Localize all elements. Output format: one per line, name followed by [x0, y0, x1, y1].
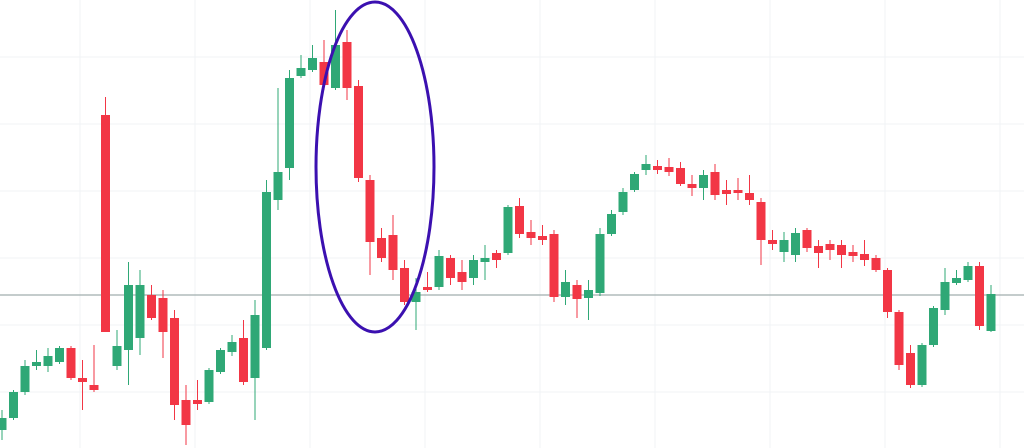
- candle-body: [584, 290, 593, 298]
- candle-body: [89, 385, 99, 390]
- candle-body: [181, 400, 191, 425]
- candle-body: [825, 244, 835, 250]
- candle-body: [814, 246, 823, 253]
- candles: [0, 10, 1024, 445]
- candle-body: [986, 294, 996, 331]
- candle-body: [538, 236, 547, 240]
- candle-body: [377, 238, 386, 258]
- candle-body: [296, 68, 306, 76]
- candle-body: [963, 266, 973, 280]
- candle-body: [503, 207, 513, 253]
- candle-body: [561, 282, 570, 297]
- candle-body: [699, 175, 708, 188]
- candle-body: [239, 338, 248, 382]
- candle-body: [952, 278, 961, 283]
- candle-body: [641, 164, 651, 170]
- candle-body: [733, 190, 743, 193]
- candle-body: [388, 235, 398, 270]
- candle-body: [492, 253, 501, 260]
- candle-body: [400, 268, 409, 302]
- candle-body: [906, 353, 915, 385]
- candle-body: [526, 232, 536, 238]
- candle-body: [710, 172, 720, 195]
- candle-body: [607, 214, 616, 234]
- candle-body: [9, 392, 18, 418]
- candle-body: [549, 234, 559, 297]
- candle-body: [285, 78, 294, 168]
- candle-body: [630, 174, 639, 190]
- candle-body: [940, 282, 950, 310]
- candle-body: [342, 42, 352, 88]
- candle-body: [273, 172, 283, 200]
- candle-body: [791, 233, 800, 255]
- candle-body: [848, 252, 858, 256]
- candle-body: [653, 166, 662, 170]
- candle-body: [308, 58, 317, 70]
- candle-body: [871, 258, 881, 270]
- candle-body: [354, 86, 363, 178]
- candle-body: [572, 285, 582, 299]
- candle-body: [319, 62, 329, 85]
- candle-body: [20, 366, 30, 392]
- candle-body: [101, 115, 110, 332]
- candle-body: [66, 348, 76, 378]
- candle-body: [193, 400, 202, 404]
- candle-body: [262, 192, 271, 348]
- candle-body: [0, 418, 7, 430]
- candle-body: [929, 308, 938, 345]
- highlight-ellipse: [314, 0, 436, 334]
- candle-body: [250, 315, 260, 378]
- candle-body: [423, 287, 432, 290]
- candle-body: [515, 206, 524, 234]
- candle-body: [756, 202, 766, 240]
- candle-body: [860, 254, 869, 260]
- candle-body: [331, 45, 340, 88]
- candle-body: [457, 272, 467, 282]
- candle-body: [664, 167, 674, 172]
- candle-body: [124, 285, 133, 350]
- candle-body: [768, 240, 777, 244]
- candle-body: [975, 266, 984, 326]
- candle-body: [216, 350, 225, 372]
- candle-body: [894, 312, 904, 365]
- candle-body: [365, 180, 375, 242]
- candle-body: [618, 192, 628, 212]
- candle-body: [411, 292, 421, 302]
- candle-body: [480, 258, 490, 262]
- candle-body: [722, 190, 731, 194]
- candle-body: [883, 270, 892, 312]
- candle-body: [434, 256, 444, 287]
- candle-body: [78, 378, 87, 382]
- candle-body: [595, 234, 605, 293]
- candle-body: [135, 285, 145, 338]
- candle-body: [32, 362, 41, 366]
- candle-body: [55, 348, 64, 362]
- candle-body: [204, 370, 214, 402]
- candle-body: [802, 230, 812, 248]
- candle-body: [227, 342, 237, 352]
- candle-body: [676, 168, 685, 184]
- candle-body: [745, 193, 754, 200]
- candle-body: [687, 184, 697, 188]
- candle-body: [158, 298, 168, 332]
- candle-body: [779, 240, 789, 252]
- candle-body: [446, 258, 455, 278]
- candle-body: [170, 318, 179, 405]
- candle-body: [469, 260, 478, 278]
- candle-body: [112, 346, 122, 366]
- candle-body: [837, 245, 846, 255]
- candle-body: [147, 295, 156, 318]
- candle-body: [43, 356, 53, 366]
- candle-body: [917, 345, 927, 385]
